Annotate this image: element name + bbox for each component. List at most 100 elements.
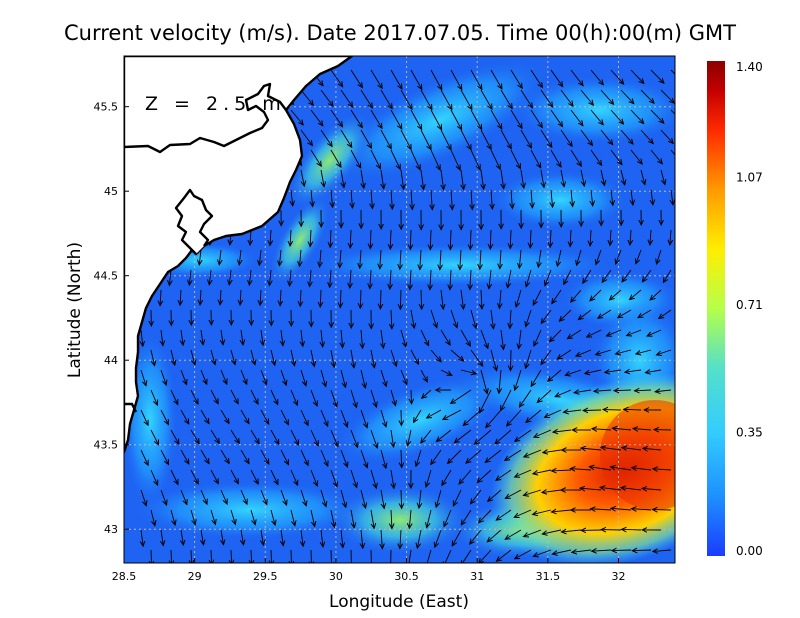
current-arrow <box>241 529 243 545</box>
current-arrow <box>421 429 432 443</box>
current-arrow <box>590 289 602 301</box>
current-arrow <box>250 389 258 404</box>
x-tick-label: 32 <box>611 570 625 583</box>
current-arrow <box>370 269 371 289</box>
current-arrow <box>221 329 223 345</box>
y-axis: 43 43.5 44 44.5 45 45.5 <box>94 101 129 536</box>
current-arrow <box>620 89 634 104</box>
current-arrow <box>450 109 462 130</box>
current-arrow <box>380 89 392 109</box>
current-arrow <box>201 329 203 345</box>
current-arrow <box>526 269 532 287</box>
current-arrow <box>170 509 175 525</box>
current-arrow <box>606 329 622 336</box>
current-arrow <box>670 69 675 75</box>
current-arrow <box>360 249 361 268</box>
current-arrow <box>310 109 323 126</box>
current-arrow <box>210 509 215 524</box>
current-arrow <box>659 309 672 318</box>
current-arrow <box>576 349 592 356</box>
current-arrow <box>270 509 275 525</box>
current-arrow <box>341 169 344 187</box>
coastline-bay <box>174 188 214 255</box>
current-arrow <box>460 369 476 374</box>
current-arrow <box>331 549 332 563</box>
current-arrow <box>330 469 337 487</box>
current-arrow <box>279 249 281 266</box>
colorbar-gradient <box>707 61 725 556</box>
current-arrow <box>450 149 460 170</box>
current-arrow <box>526 309 532 327</box>
current-arrow <box>340 249 341 268</box>
current-arrow <box>190 509 195 525</box>
current-arrow <box>610 109 623 124</box>
colorbar-ticks: 1.40 1.07 0.71 0.35 0.00 <box>736 60 763 558</box>
current-arrow <box>436 489 442 507</box>
current-arrow <box>567 329 582 339</box>
current-arrow <box>229 269 231 285</box>
current-arrow <box>200 289 201 305</box>
current-arrow <box>391 509 392 529</box>
current-arrow <box>559 309 572 321</box>
current-arrow <box>557 249 562 266</box>
current-arrow <box>587 329 602 337</box>
current-arrow <box>611 508 632 510</box>
current-arrow <box>320 449 328 466</box>
current-arrow <box>430 69 442 90</box>
current-arrow <box>550 69 563 87</box>
current-arrow <box>480 389 492 413</box>
current-arrow <box>470 529 482 544</box>
current-arrow <box>350 149 361 168</box>
current-arrow <box>330 389 337 407</box>
current-arrow <box>614 390 632 391</box>
current-arrow <box>390 149 400 169</box>
current-arrow <box>161 529 163 545</box>
current-arrow <box>230 349 235 364</box>
speed-patch <box>510 75 675 145</box>
current-arrow <box>480 89 492 109</box>
current-arrow <box>500 249 501 269</box>
current-arrow <box>443 409 462 420</box>
current-arrow <box>151 549 152 563</box>
current-arrow <box>610 149 622 165</box>
current-arrow <box>240 449 249 464</box>
current-arrow <box>515 429 532 441</box>
current-arrow <box>221 529 224 545</box>
current-arrow <box>510 309 511 328</box>
current-arrow <box>249 269 251 285</box>
speed-patch <box>490 170 630 230</box>
current-arrow <box>420 369 427 382</box>
x-tick-label: 30.5 <box>394 570 419 583</box>
current-arrow <box>510 109 522 128</box>
current-arrow <box>592 429 612 430</box>
current-arrow <box>610 229 611 245</box>
current-arrow <box>621 488 642 490</box>
current-arrow <box>310 349 314 366</box>
current-arrow <box>280 449 288 465</box>
current-arrow <box>642 488 662 490</box>
current-arrow <box>330 269 331 287</box>
speed-patch <box>286 111 374 209</box>
current-arrow <box>220 489 227 504</box>
current-arrow <box>360 409 367 428</box>
current-arrow <box>250 429 259 444</box>
current-arrow <box>300 409 308 425</box>
colorbar-tick-label: 1.07 <box>736 171 763 185</box>
current-arrow <box>481 289 482 309</box>
current-arrow <box>560 129 572 146</box>
current-arrow <box>190 349 195 365</box>
current-arrow <box>161 329 163 346</box>
current-arrow <box>495 429 512 444</box>
current-arrow <box>507 409 522 426</box>
current-arrow <box>519 329 521 349</box>
current-arrow <box>320 369 326 387</box>
current-arrow <box>530 229 531 248</box>
current-arrow <box>190 469 198 484</box>
current-arrow <box>330 109 343 127</box>
current-arrow <box>210 469 218 484</box>
x-tick-label: 31.5 <box>536 570 561 583</box>
current-arrow <box>310 229 311 247</box>
current-arrow <box>534 329 542 346</box>
current-arrow <box>310 389 317 406</box>
current-arrow <box>140 369 146 386</box>
